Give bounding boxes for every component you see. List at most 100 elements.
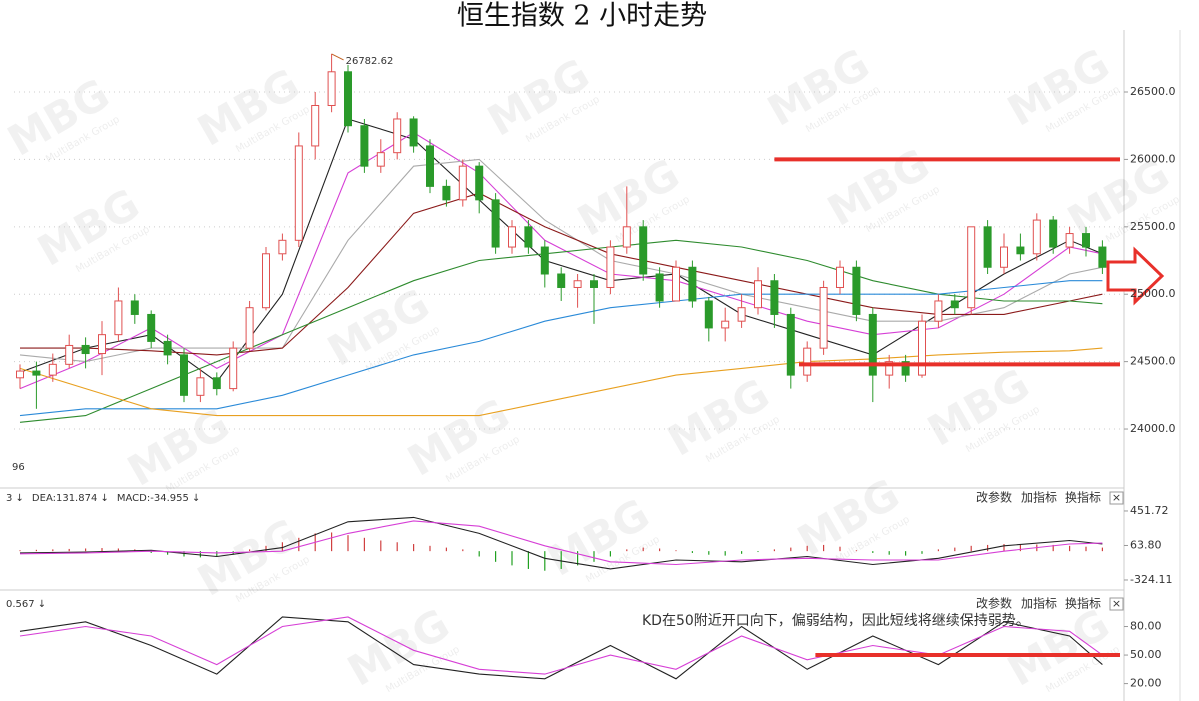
indicator-header: DEA:131.874 ↓ xyxy=(32,493,109,504)
candle-body xyxy=(950,300,959,309)
candle-body xyxy=(901,361,910,376)
candle-body xyxy=(803,347,812,376)
y-tick-label: 63.80 xyxy=(1130,538,1162,551)
candle-body xyxy=(81,344,90,355)
close-box[interactable] xyxy=(1109,597,1124,611)
annotation: KD在50附近开口向下，偏弱结构，因此短线将继续保持弱势。 xyxy=(642,612,1030,629)
candle-body xyxy=(130,300,139,315)
candle-body xyxy=(721,320,730,329)
candle-body xyxy=(918,320,926,376)
candle-body xyxy=(606,246,615,288)
candle-body xyxy=(885,361,894,376)
toolbar-button[interactable]: 换指标 xyxy=(1065,490,1101,505)
y-tick-label: 25000.0 xyxy=(1130,287,1176,300)
candle-body xyxy=(622,226,631,248)
candle-body xyxy=(934,300,943,322)
indicator-line xyxy=(19,347,1103,417)
candle-body xyxy=(672,266,680,302)
candle-body xyxy=(294,145,303,241)
chart-title: 恒生指数 2 小时走势 xyxy=(457,1,707,32)
candle-body xyxy=(393,118,402,154)
candle-body xyxy=(852,266,861,315)
candle-body xyxy=(98,334,106,355)
candle-body xyxy=(1049,219,1058,248)
candle-body xyxy=(65,344,74,365)
candle-body xyxy=(458,165,467,201)
toolbar-button[interactable]: 加指标 xyxy=(1021,596,1057,611)
candle-body xyxy=(360,125,369,167)
y-tick-label: -324.11 xyxy=(1130,573,1172,586)
peak-label: 26782.62 xyxy=(346,56,394,67)
candle-body xyxy=(409,118,418,147)
indicator-line xyxy=(19,131,1103,390)
close-box[interactable] xyxy=(1109,491,1124,505)
trend-arrow xyxy=(1106,246,1165,306)
candle-body xyxy=(754,280,762,309)
candle-body xyxy=(114,300,123,336)
candle-body xyxy=(836,266,844,288)
candle-body xyxy=(688,266,697,302)
candle-body xyxy=(147,313,156,342)
candle-body xyxy=(967,226,976,309)
y-tick-label: 26000.0 xyxy=(1130,152,1176,165)
toolbar-button[interactable]: 改参数 xyxy=(976,490,1012,505)
candle-body xyxy=(540,246,549,275)
indicator-header: 3 ↓ xyxy=(6,493,24,504)
candle-body xyxy=(262,253,270,309)
candle-body xyxy=(557,273,566,288)
indicator-line xyxy=(19,520,1103,566)
candle-body xyxy=(508,226,516,248)
toolbar-button[interactable]: 换指标 xyxy=(1065,596,1101,611)
candle-body xyxy=(1032,219,1041,255)
candle-body xyxy=(245,307,254,349)
candle-body xyxy=(376,152,385,167)
candle-body xyxy=(229,347,238,390)
candle-body xyxy=(48,363,57,376)
y-tick-label: 24500.0 xyxy=(1130,355,1176,368)
candle-body xyxy=(704,300,713,329)
candle-body xyxy=(475,165,484,201)
candle-body xyxy=(278,239,287,255)
candle-body xyxy=(1000,246,1008,268)
candle-body xyxy=(491,199,500,248)
indicator-header: MACD:-34.955 ↓ xyxy=(117,493,201,504)
candle-body xyxy=(573,280,582,288)
candle-body xyxy=(180,354,188,396)
candle-body xyxy=(655,273,664,302)
close-button[interactable]: × xyxy=(1112,491,1121,504)
candle-body xyxy=(212,377,221,390)
candle-body xyxy=(16,370,24,379)
candle-body xyxy=(196,377,205,396)
y-tick-label: 50.00 xyxy=(1130,648,1162,661)
candle-body xyxy=(639,226,648,275)
candle-body xyxy=(819,286,828,349)
candle-body xyxy=(344,71,352,127)
candle-body xyxy=(327,71,336,106)
candle-body xyxy=(311,104,320,147)
indicator-line xyxy=(19,616,1103,680)
toolbar-button[interactable]: 改参数 xyxy=(976,596,1012,611)
peak-marker xyxy=(331,53,344,61)
candle-body xyxy=(868,313,877,376)
indicator-line xyxy=(19,118,1103,383)
candle-body xyxy=(524,226,533,248)
indicator-line xyxy=(20,192,1103,356)
candle-body xyxy=(442,185,451,201)
indicator-line xyxy=(19,516,1103,570)
candle-body xyxy=(1082,233,1090,248)
indicator-header: 0.567 ↓ xyxy=(6,599,46,610)
toolbar-button[interactable]: 加指标 xyxy=(1021,490,1057,505)
y-tick-label: 26500.0 xyxy=(1130,85,1176,98)
y-tick-label: 25500.0 xyxy=(1130,220,1176,233)
y-tick-label: 451.72 xyxy=(1130,504,1169,517)
indicator-line xyxy=(19,616,1103,675)
close-button[interactable]: × xyxy=(1112,597,1121,610)
y-tick-label: 24000.0 xyxy=(1130,422,1176,435)
candle-body xyxy=(32,370,41,376)
candle-body xyxy=(983,226,992,268)
candle-body xyxy=(1065,233,1074,248)
y-tick-label: 80.00 xyxy=(1130,620,1162,633)
candle-body xyxy=(786,313,795,376)
y-tick-label: 20.00 xyxy=(1130,677,1162,690)
